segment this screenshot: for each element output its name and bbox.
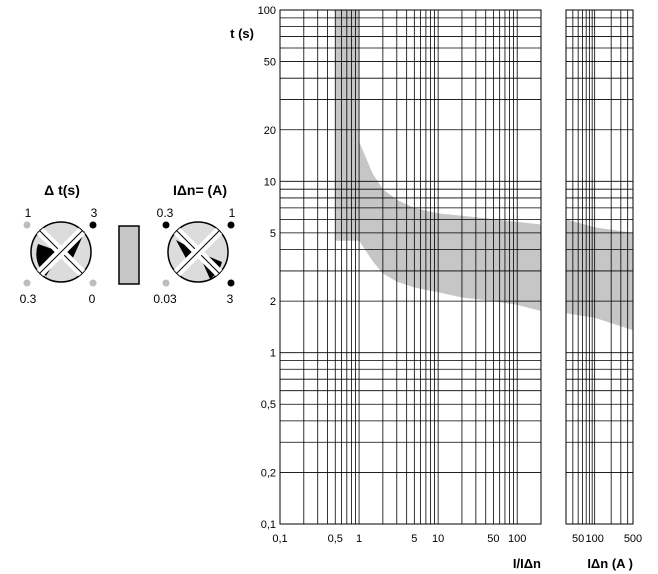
current-value-bottom-right: 3 bbox=[227, 292, 234, 306]
delay-dial-title: Δ t(s) bbox=[44, 182, 80, 198]
plot-frame bbox=[279, 9, 542, 525]
y-axis-title: t (s) bbox=[230, 26, 254, 41]
delay-value-bottom-right: 0 bbox=[89, 292, 96, 306]
y-tick-label: 0,5 bbox=[261, 399, 276, 411]
current-dial-title: IΔn= (A) bbox=[173, 182, 227, 198]
dot-light-icon bbox=[23, 279, 31, 287]
dot-dark-icon bbox=[227, 221, 235, 229]
y-tick-label: 0,1 bbox=[261, 519, 276, 531]
y-tick-label: 2 bbox=[270, 296, 276, 308]
x-tick-label: 500 bbox=[624, 533, 642, 545]
delay-value-bottom-left: 0.3 bbox=[20, 292, 37, 306]
x-tick-label: 0,1 bbox=[272, 533, 287, 545]
y-tick-label: 1 bbox=[270, 348, 276, 360]
delay-value-top-left: 1 bbox=[25, 206, 32, 220]
x-tick-label: 1 bbox=[356, 533, 362, 545]
x-tick-label: 50 bbox=[487, 533, 499, 545]
x-tick-label: 10 bbox=[432, 533, 444, 545]
x-axis-title: IΔn (A ) bbox=[587, 556, 633, 571]
delay-value-top-right: 3 bbox=[91, 206, 98, 220]
dot-dark-icon bbox=[162, 221, 170, 229]
trip-time-chart-absolute: 50 100 500 IΔn (A ) bbox=[565, 9, 642, 571]
dot-dark-icon bbox=[227, 279, 235, 287]
x-tick-label: 100 bbox=[508, 533, 526, 545]
current-value-top-left: 0.3 bbox=[157, 206, 174, 220]
y-tick-label: 5 bbox=[270, 228, 276, 240]
x-tick-label: 100 bbox=[585, 533, 603, 545]
y-tick-label: 20 bbox=[264, 125, 276, 137]
dot-light-icon bbox=[23, 221, 31, 229]
current-dial-knob[interactable] bbox=[167, 221, 229, 283]
x-tick-label: 50 bbox=[572, 533, 584, 545]
tripping-band bbox=[566, 219, 633, 331]
tripping-band bbox=[335, 10, 541, 311]
y-tick-label: 10 bbox=[264, 176, 276, 188]
y-tick-label: 100 bbox=[258, 5, 276, 17]
x-axis-title: I/IΔn bbox=[513, 556, 541, 571]
dot-dark-icon bbox=[89, 221, 97, 229]
trip-time-chart-relative: 0,1 0,2 0,5 1 2 5 10 20 50 100 0,1 0,5 1 5 10 50 100 t (s… bbox=[230, 5, 542, 571]
relay-settings-panel: Δ t(s) 1 3 0.3 0 IΔn= (A) 0.3 1 bbox=[20, 182, 236, 306]
test-button[interactable] bbox=[118, 225, 140, 285]
y-tick-label: 50 bbox=[264, 57, 276, 69]
plot-frame bbox=[565, 9, 634, 525]
x-tick-label: 0,5 bbox=[328, 533, 343, 545]
delay-dial-knob[interactable] bbox=[30, 221, 92, 283]
dot-light-icon bbox=[162, 279, 170, 287]
current-value-bottom-left: 0.03 bbox=[153, 292, 177, 306]
current-value-top-right: 1 bbox=[229, 206, 236, 220]
x-tick-label: 5 bbox=[411, 533, 417, 545]
y-tick-label: 0,2 bbox=[261, 467, 276, 479]
dot-light-icon bbox=[89, 279, 97, 287]
